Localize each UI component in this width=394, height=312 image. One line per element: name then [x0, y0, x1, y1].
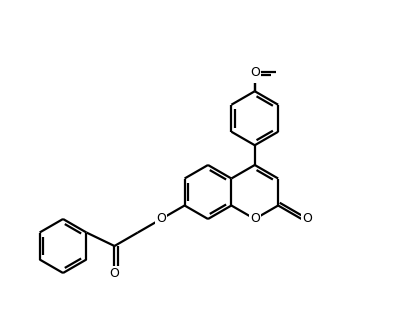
Text: O: O: [156, 212, 166, 226]
Text: O: O: [250, 66, 260, 79]
Text: O: O: [110, 267, 119, 280]
Text: O: O: [250, 69, 260, 81]
Text: O: O: [303, 212, 312, 226]
Text: O: O: [250, 212, 260, 226]
